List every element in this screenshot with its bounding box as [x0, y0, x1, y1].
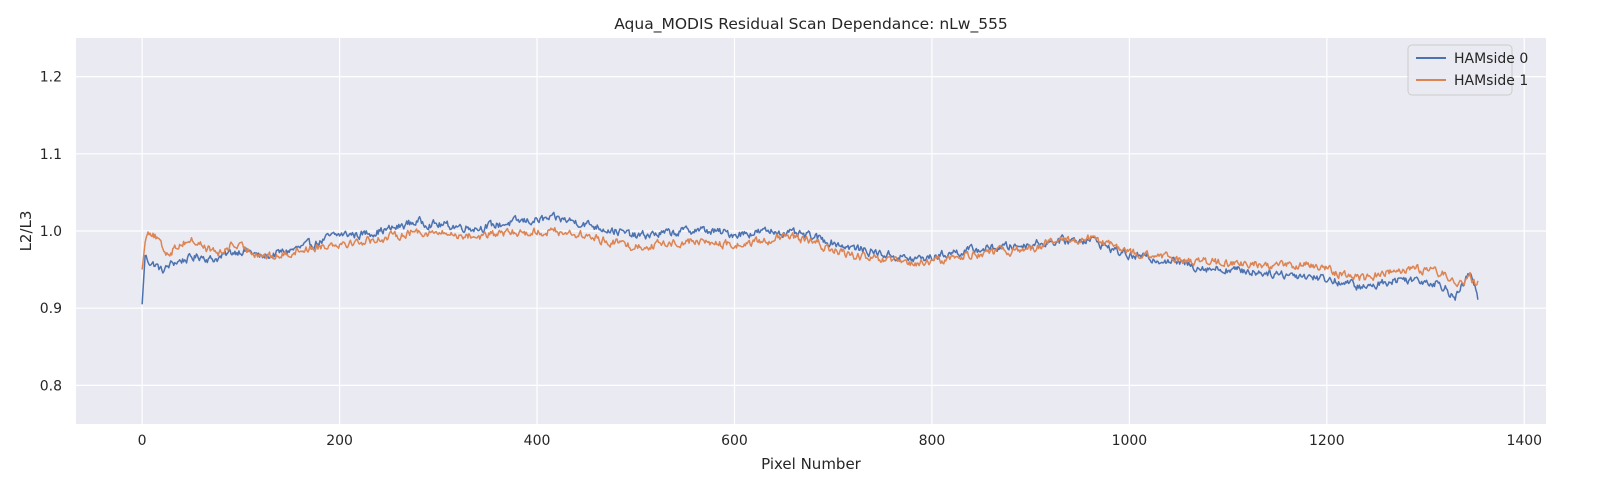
legend: HAMside 0 HAMside 1 [1407, 44, 1528, 96]
x-tick-label: 800 [919, 433, 946, 449]
x-axis-label: Pixel Number [761, 455, 862, 473]
y-tick-labels: 0.8 0.9 1.0 1.1 1.2 [40, 70, 62, 395]
y-tick-label: 0.9 [40, 301, 62, 317]
series-line-hamside1 [141, 227, 1479, 288]
series-layer [141, 211, 1479, 305]
y-tick-label: 0.8 [40, 378, 62, 394]
y-tick-label: 1.2 [40, 70, 62, 86]
x-tick-label: 0 [138, 433, 147, 449]
x-tick-labels: 0 200 400 600 800 1000 1200 1400 [138, 433, 1542, 449]
x-tick-label: 1400 [1506, 433, 1542, 449]
y-tick-label: 1.1 [40, 147, 62, 163]
chart-title: Aqua_MODIS Residual Scan Dependance: nLw… [614, 15, 1008, 34]
y-tick-label: 1.0 [40, 224, 62, 240]
x-tick-label: 600 [721, 433, 748, 449]
series-line-hamside0 [141, 211, 1479, 305]
x-tick-label: 400 [524, 433, 551, 449]
y-axis-label: L2/L3 [17, 211, 35, 252]
x-tick-label: 200 [326, 433, 353, 449]
legend-label-hamside0: HAMside 0 [1454, 51, 1528, 67]
grid [76, 38, 1546, 424]
x-tick-label: 1000 [1112, 433, 1148, 449]
x-tick-label: 1200 [1309, 433, 1345, 449]
legend-label-hamside1: HAMside 1 [1454, 73, 1528, 89]
